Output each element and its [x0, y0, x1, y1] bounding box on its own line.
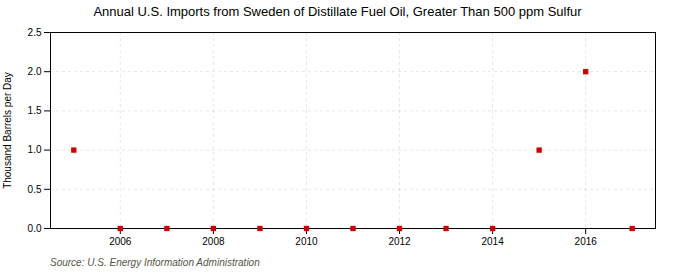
- svg-text:1.5: 1.5: [28, 105, 42, 116]
- svg-text:2014: 2014: [481, 236, 504, 247]
- html-text:Annual U.S. Imports from Swede: Annual U.S. Imports from Sweden of Disti…: [93, 4, 582, 19]
- svg-text:1.0: 1.0: [28, 144, 42, 155]
- svg-text:2.5: 2.5: [28, 27, 42, 38]
- svg-text:2010: 2010: [295, 236, 318, 247]
- svg-text:2016: 2016: [575, 236, 598, 247]
- svg-text:2012: 2012: [388, 236, 411, 247]
- svg-text:0.0: 0.0: [28, 223, 42, 234]
- svg-text:Thousand Barrels per Day: Thousand Barrels per Day: [2, 72, 13, 189]
- svg-text:2008: 2008: [202, 236, 225, 247]
- svg-text:0.5: 0.5: [28, 184, 42, 195]
- svg-text:2006: 2006: [109, 236, 132, 247]
- html-text:Source: U.S. Energy Informatio: Source: U.S. Energy Information Administ…: [50, 257, 260, 268]
- svg-text:2.0: 2.0: [28, 66, 42, 77]
